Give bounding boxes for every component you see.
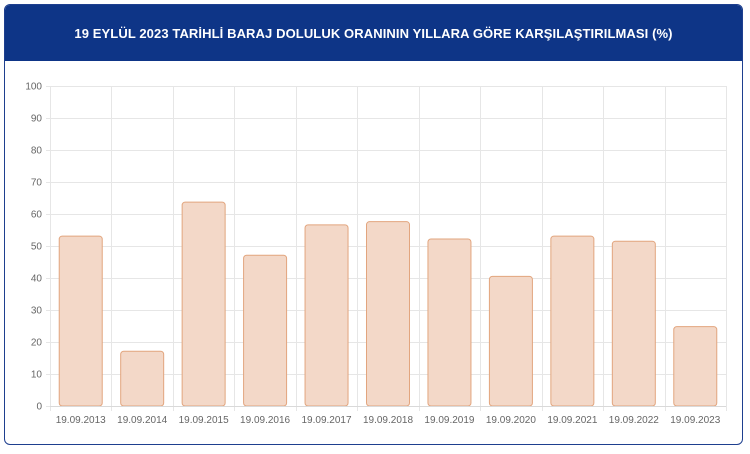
y-tick-label: 80 — [31, 146, 43, 157]
chart-title: 19 EYLÜL 2023 TARİHLİ BARAJ DOLULUK ORAN… — [5, 5, 742, 61]
y-tick-label: 10 — [31, 370, 43, 381]
x-tick-label: 19.09.2013 — [56, 415, 106, 426]
bar-19.09.2016 — [243, 254, 288, 407]
bar-19.09.2013 — [58, 235, 103, 407]
bar-19.09.2020 — [488, 275, 533, 407]
x-tick-label: 19.09.2019 — [424, 415, 474, 426]
bar-19.09.2015 — [181, 201, 226, 407]
bar-19.09.2022 — [611, 240, 656, 407]
bar-19.09.2017 — [304, 224, 349, 407]
y-tick-label: 50 — [31, 242, 43, 253]
bar-19.09.2021 — [550, 235, 595, 407]
x-tick-label: 19.09.2023 — [670, 415, 720, 426]
y-tick-label: 100 — [25, 82, 42, 93]
x-tick-label: 19.09.2020 — [486, 415, 536, 426]
x-tick-label: 19.09.2017 — [302, 415, 352, 426]
bar-19.09.2014 — [120, 350, 165, 407]
chart-card: 19 EYLÜL 2023 TARİHLİ BARAJ DOLULUK ORAN… — [4, 4, 743, 445]
y-tick-label: 60 — [31, 210, 43, 221]
y-tick-label: 0 — [36, 402, 42, 413]
bar-19.09.2023 — [673, 326, 718, 407]
x-tick-label: 19.09.2016 — [240, 415, 290, 426]
bar-19.09.2018 — [366, 221, 410, 407]
x-tick-label: 19.09.2015 — [179, 415, 229, 426]
x-tick-label: 19.09.2014 — [117, 415, 167, 426]
y-tick-label: 20 — [31, 338, 43, 349]
y-tick-label: 90 — [31, 114, 43, 125]
x-tick-label: 19.09.2021 — [547, 415, 597, 426]
y-tick-label: 70 — [31, 178, 43, 189]
bar-19.09.2019 — [427, 238, 472, 407]
bar-chart: 0 10 20 30 40 50 60 70 80 90 100 19.09.2013 19.09.20… — [25, 82, 727, 426]
y-tick-label: 30 — [31, 306, 43, 317]
x-tick-label: 19.09.2022 — [609, 415, 659, 426]
y-tick-label: 40 — [31, 274, 43, 285]
x-tick-label: 19.09.2018 — [363, 415, 413, 426]
